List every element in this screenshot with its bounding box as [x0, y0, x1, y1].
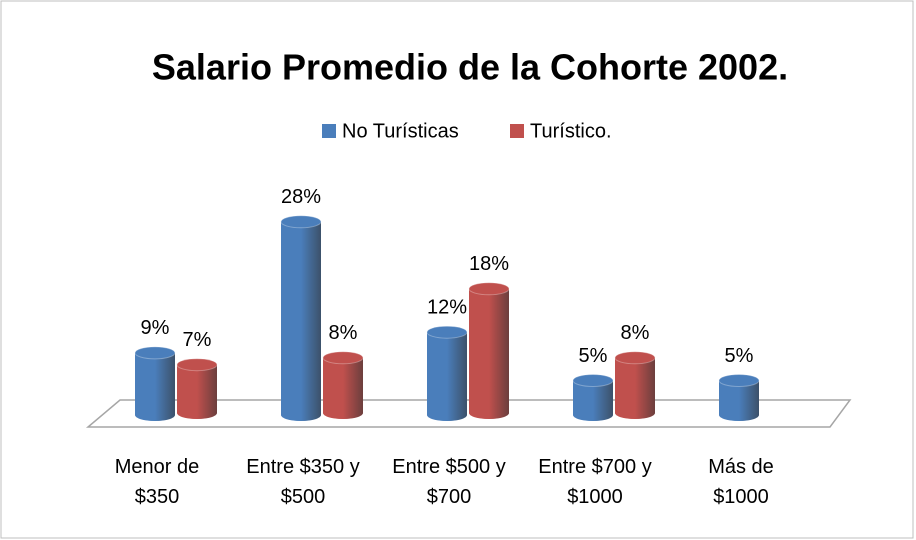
- x-tick-label: Entre $700 y $1000: [538, 456, 652, 508]
- x-tick-label: Entre $350 y $500: [246, 456, 360, 508]
- bar: [718, 374, 760, 421]
- data-label: 5%: [725, 345, 754, 367]
- chart-title: Salario Promedio de la Cohorte 2002.: [152, 47, 788, 88]
- data-label: 7%: [183, 329, 212, 351]
- x-tick-label: Entre $500 y $700: [392, 456, 506, 508]
- data-label: 8%: [621, 322, 650, 344]
- legend-swatch: [322, 124, 336, 138]
- bar: [614, 351, 656, 419]
- bar: [468, 282, 510, 419]
- data-label: 12%: [427, 296, 467, 318]
- bar: [134, 346, 176, 421]
- data-label: 28%: [281, 186, 321, 208]
- x-tick-label: Menor de $350: [114, 456, 200, 508]
- x-tick-label: Más de $1000: [708, 456, 774, 508]
- legend-label: No Turísticas: [342, 120, 459, 142]
- data-label: 5%: [579, 345, 608, 367]
- bar: [280, 215, 322, 421]
- data-label: 9%: [141, 317, 170, 339]
- bar: [426, 325, 468, 421]
- data-label: 8%: [329, 322, 358, 344]
- bar: [322, 351, 364, 419]
- legend-swatch: [510, 124, 524, 138]
- bar: [176, 358, 218, 419]
- floor: [85, 399, 852, 428]
- bar: [572, 374, 614, 421]
- legend-label: Turístico.: [530, 120, 612, 142]
- data-label: 18%: [469, 253, 509, 275]
